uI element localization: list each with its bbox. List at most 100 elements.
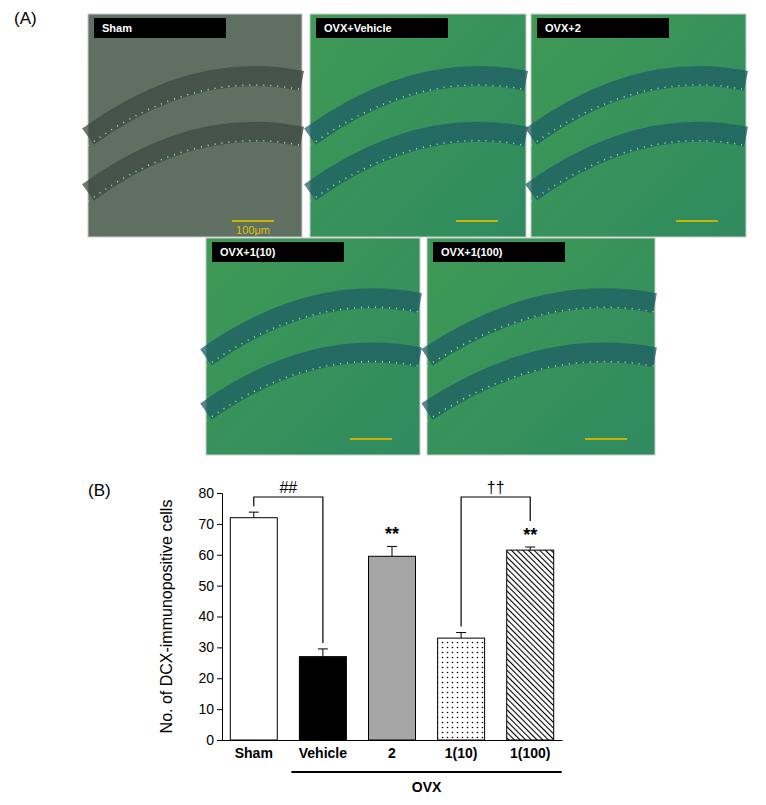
bar — [438, 638, 485, 740]
micrograph: OVX+1(100) — [427, 238, 655, 455]
cell-band — [206, 353, 420, 412]
y-tick: 80 — [198, 485, 222, 501]
error-cap — [387, 546, 397, 547]
x-tick-label: Sham — [235, 745, 273, 761]
x-tick: Vehicle — [299, 740, 347, 761]
y-tick-label: 40 — [198, 608, 214, 624]
error-stem — [461, 633, 462, 639]
error-bar — [456, 633, 466, 639]
y-tick-label: 60 — [198, 547, 214, 563]
error-bar — [318, 649, 328, 657]
x-tick: Sham — [235, 740, 273, 761]
significance-bracket: †† — [461, 479, 530, 627]
group-label: OVX — [412, 779, 442, 795]
label-box — [316, 18, 448, 38]
micrograph: OVX+2 — [531, 14, 746, 237]
micrograph: Sham 100μm — [88, 14, 302, 237]
image-frame — [531, 14, 746, 237]
bar — [230, 518, 277, 740]
bar — [507, 550, 554, 740]
labelled-cells — [427, 362, 655, 421]
image-frame — [427, 238, 655, 455]
scale-bar — [456, 220, 498, 222]
y-tick: 40 — [198, 608, 222, 624]
x-tick-label: 2 — [388, 745, 396, 761]
y-tick-label: 20 — [198, 670, 214, 686]
cell-band — [88, 132, 302, 193]
panel-label: (A) — [14, 9, 37, 28]
labelled-cells — [206, 307, 420, 366]
image-frame — [206, 238, 420, 455]
significance-label: ** — [385, 524, 399, 544]
image-label: OVX+1(10) — [220, 246, 276, 258]
x-tick-label: Vehicle — [299, 745, 347, 761]
labelled-cells — [531, 85, 746, 146]
y-tick-mark — [217, 740, 222, 741]
scale-bar — [232, 220, 274, 222]
error-cap — [318, 648, 328, 649]
significance-label: ** — [523, 525, 537, 545]
labelled-cells — [310, 141, 526, 202]
error-bar — [387, 546, 397, 556]
labelled-cells — [206, 362, 420, 421]
scale-bar — [676, 220, 718, 222]
y-tick-mark — [217, 493, 222, 494]
y-tick-label: 30 — [198, 639, 214, 655]
group-line — [291, 771, 561, 773]
error-cap — [249, 512, 259, 513]
y-tick-mark — [217, 586, 222, 587]
labelled-cells — [310, 85, 526, 146]
x-tick: 1(100) — [510, 740, 550, 761]
x-axis: Sham Vehicle 2 1(10) 1(100) — [223, 740, 563, 761]
y-axis-line — [217, 494, 223, 741]
error-cap — [525, 547, 535, 548]
y-tick-mark — [217, 647, 222, 648]
bracket-line — [461, 497, 530, 627]
significance-label: ## — [279, 479, 297, 496]
panel-label: (B) — [88, 481, 111, 500]
image-label: OVX+1(100) — [441, 246, 503, 258]
figure: (A) Sham 100μm OVX+Vehicle OVX+2 OVX+1(10) OVX… — [0, 0, 766, 805]
x-tick-label: 1(100) — [510, 745, 550, 761]
error-bar — [525, 547, 535, 550]
micrograph: OVX+Vehicle — [310, 14, 526, 237]
scale-bar — [350, 438, 392, 440]
y-tick-mark — [217, 555, 222, 556]
significance-bracket: ## — [254, 479, 323, 643]
image-label: OVX+2 — [545, 22, 581, 34]
cell-band — [427, 353, 655, 412]
y-tick: 10 — [198, 701, 222, 717]
y-tick: 50 — [198, 578, 222, 594]
y-tick-label: 10 — [198, 701, 214, 717]
image-frame — [310, 14, 526, 237]
error-stem — [253, 512, 254, 518]
y-tick-label: 50 — [198, 578, 214, 594]
cell-band — [310, 132, 526, 193]
y-tick: 30 — [198, 639, 222, 655]
error-bar — [249, 512, 259, 518]
y-tick: 0 — [206, 732, 222, 748]
label-box — [94, 18, 226, 38]
image-label: OVX+Vehicle — [324, 22, 392, 34]
y-tick-mark — [217, 617, 222, 618]
image-frame — [88, 14, 302, 237]
y-axis-title: No. of DCX-immunopositive cells — [158, 500, 175, 734]
labelled-cells — [427, 307, 655, 366]
bar — [299, 657, 346, 740]
y-tick: 60 — [198, 547, 222, 563]
y-tick-mark — [217, 709, 222, 710]
significance-label: †† — [487, 479, 505, 496]
y-tick-label: 70 — [198, 516, 214, 532]
label-box — [537, 18, 669, 38]
micrograph: OVX+1(10) — [206, 238, 420, 455]
labelled-cells — [88, 85, 302, 146]
label-box — [212, 242, 344, 262]
error-stem — [322, 649, 323, 657]
y-tick-label: 0 — [206, 732, 214, 748]
x-tick: 1(10) — [445, 740, 478, 761]
plot-area — [230, 512, 553, 740]
labelled-cells — [88, 141, 302, 202]
scale-bar-label: 100μm — [236, 224, 270, 236]
image-label: Sham — [102, 22, 132, 34]
labelled-cells — [531, 141, 746, 202]
